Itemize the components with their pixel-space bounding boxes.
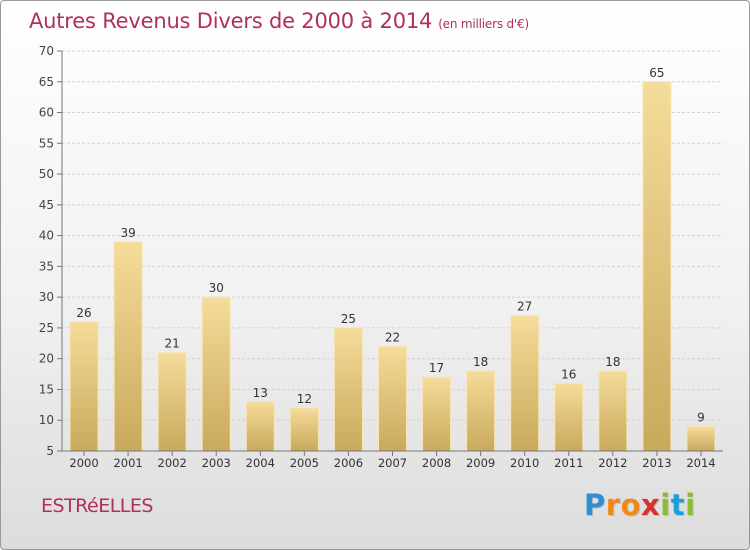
bar-value-label: 65 (649, 66, 664, 80)
bar (510, 315, 540, 452)
y-tick-label: 10 (39, 413, 54, 427)
bar (113, 241, 143, 452)
x-tick-label: 2004 (246, 456, 275, 470)
x-tick-label: 2002 (158, 456, 187, 470)
bar (554, 382, 584, 452)
bar-value-label: 18 (605, 355, 620, 369)
x-tick-label: 2005 (290, 456, 319, 470)
y-tick-label: 40 (39, 229, 54, 243)
bar (157, 352, 187, 452)
bar-value-label: 22 (385, 330, 400, 344)
bar (69, 321, 99, 452)
chart-title: Autres Revenus Divers de 2000 à 2014 (en … (29, 9, 529, 33)
bar (686, 425, 716, 452)
y-tick-label: 5 (46, 444, 54, 458)
bar (245, 401, 275, 452)
bar-value-label: 25 (341, 312, 356, 326)
bar-value-label: 17 (429, 361, 444, 375)
bar-value-label: 39 (120, 226, 135, 240)
y-tick-label: 45 (39, 198, 54, 212)
logo-letter: i (660, 488, 671, 522)
x-tick-label: 2000 (69, 456, 98, 470)
x-tick-label: 2009 (466, 456, 495, 470)
x-tick-label: 2003 (202, 456, 231, 470)
bar (466, 370, 496, 452)
chart-subtitle: (en milliers d'€) (438, 17, 529, 31)
x-tick-label: 2008 (422, 456, 451, 470)
x-tick-label: 2012 (598, 456, 627, 470)
bar-value-label: 26 (76, 306, 91, 320)
bar-value-label: 12 (297, 392, 312, 406)
bar-value-label: 13 (253, 386, 268, 400)
bar (642, 81, 672, 452)
x-tick-label: 2001 (113, 456, 142, 470)
logo-letter: x (641, 488, 661, 522)
bar (598, 370, 628, 452)
bar-value-label: 30 (209, 281, 224, 295)
y-tick-label: 70 (39, 44, 54, 58)
proxiti-logo: Proxiti (584, 488, 696, 522)
chart-title-text: Autres Revenus Divers de 2000 à 2014 (29, 9, 433, 33)
x-tick-label: 2010 (510, 456, 539, 470)
x-tick-label: 2011 (554, 456, 583, 470)
y-tick-label: 20 (39, 352, 54, 366)
y-tick-label: 65 (39, 75, 54, 89)
y-tick-label: 15 (39, 382, 54, 396)
y-tick-label: 30 (39, 290, 54, 304)
bar (333, 327, 363, 452)
y-tick-label: 60 (39, 106, 54, 120)
x-tick-label: 2007 (378, 456, 407, 470)
x-tick-label: 2013 (642, 456, 671, 470)
bar (422, 376, 452, 452)
logo-letter: o (620, 488, 642, 522)
y-tick-label: 55 (39, 136, 54, 150)
logo-letter: i (685, 488, 696, 522)
bar-value-label: 18 (473, 355, 488, 369)
logo-letter: P (584, 488, 606, 522)
x-tick-label: 2006 (334, 456, 363, 470)
bars: 26 39 21 30 13 12 25 22 17 18 27 16 18 65 9 (69, 66, 716, 452)
bar-value-label: 27 (517, 300, 532, 314)
bar-value-label: 21 (165, 337, 180, 351)
logo-letter: r (605, 488, 621, 522)
y-tick-label: 50 (39, 167, 54, 181)
bar-value-label: 9 (697, 410, 705, 424)
y-tick-label: 35 (39, 259, 54, 273)
y-tick-label: 25 (39, 321, 54, 335)
bar (201, 296, 231, 452)
y-axis: 5 10 15 20 25 30 35 40 45 50 55 60 65 70 (39, 44, 63, 458)
logo-letter: t (670, 488, 686, 522)
bar (289, 407, 319, 452)
x-axis: 2000 2001 2002 2003 2004 2005 2006 2007 2008 2009… (62, 450, 723, 470)
bar-value-label: 16 (561, 367, 576, 381)
bar (378, 345, 407, 452)
x-tick-label: 2014 (686, 456, 715, 470)
town-name: ESTRéELLES (41, 495, 153, 517)
